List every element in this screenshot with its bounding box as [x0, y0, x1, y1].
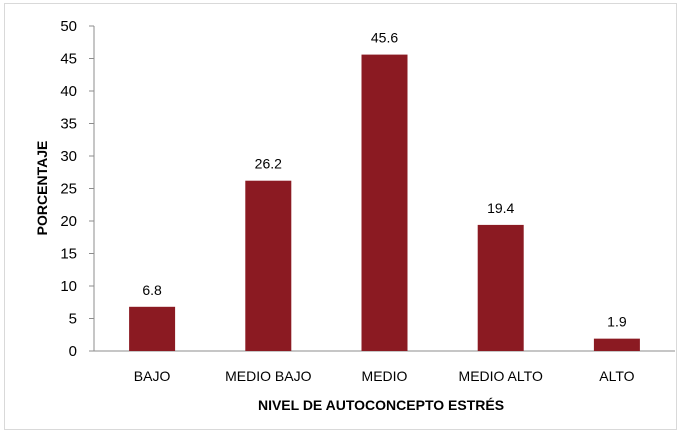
- y-axis-title: PORCENTAJE: [34, 141, 50, 236]
- y-tick-label: 45: [60, 51, 77, 68]
- bar: [361, 54, 408, 351]
- data-label: 45.6: [371, 30, 398, 46]
- bar: [245, 180, 292, 351]
- x-axis-title: NIVEL DE AUTOCONCEPTO ESTRÉS: [258, 397, 504, 413]
- category-labels: BAJO MEDIO BAJO MEDIO MEDIO ALTO ALTO: [134, 368, 635, 384]
- data-labels: 6.8 26.2 45.6 19.4 1.9: [142, 30, 626, 330]
- y-tick-label: 10: [60, 278, 77, 295]
- bar: [129, 306, 176, 351]
- y-tick-label: 40: [60, 83, 77, 100]
- bars: [129, 54, 640, 351]
- y-tick-label: 5: [69, 311, 77, 328]
- category-label: MEDIO: [362, 368, 408, 384]
- y-axis-ticks: 0 5 10 15 20 25 30 35 40 45 50: [60, 18, 94, 360]
- y-tick-label: 25: [60, 181, 77, 198]
- category-label: MEDIO ALTO: [459, 368, 543, 384]
- data-label: 26.2: [255, 156, 282, 172]
- data-label: 19.4: [487, 200, 514, 216]
- category-label: ALTO: [599, 368, 634, 384]
- data-label: 6.8: [142, 282, 162, 298]
- y-tick-label: 20: [60, 213, 77, 230]
- category-label: BAJO: [134, 368, 171, 384]
- bar: [593, 338, 640, 351]
- y-tick-label: 30: [60, 148, 77, 165]
- data-label: 1.9: [607, 314, 627, 330]
- y-tick-label: 35: [60, 116, 77, 133]
- chart-frame: [4, 3, 677, 430]
- y-tick-label: 50: [60, 18, 77, 35]
- y-tick-label: 0: [69, 343, 77, 360]
- bar: [477, 224, 524, 351]
- y-tick-label: 15: [60, 246, 77, 263]
- category-label: MEDIO BAJO: [225, 368, 311, 384]
